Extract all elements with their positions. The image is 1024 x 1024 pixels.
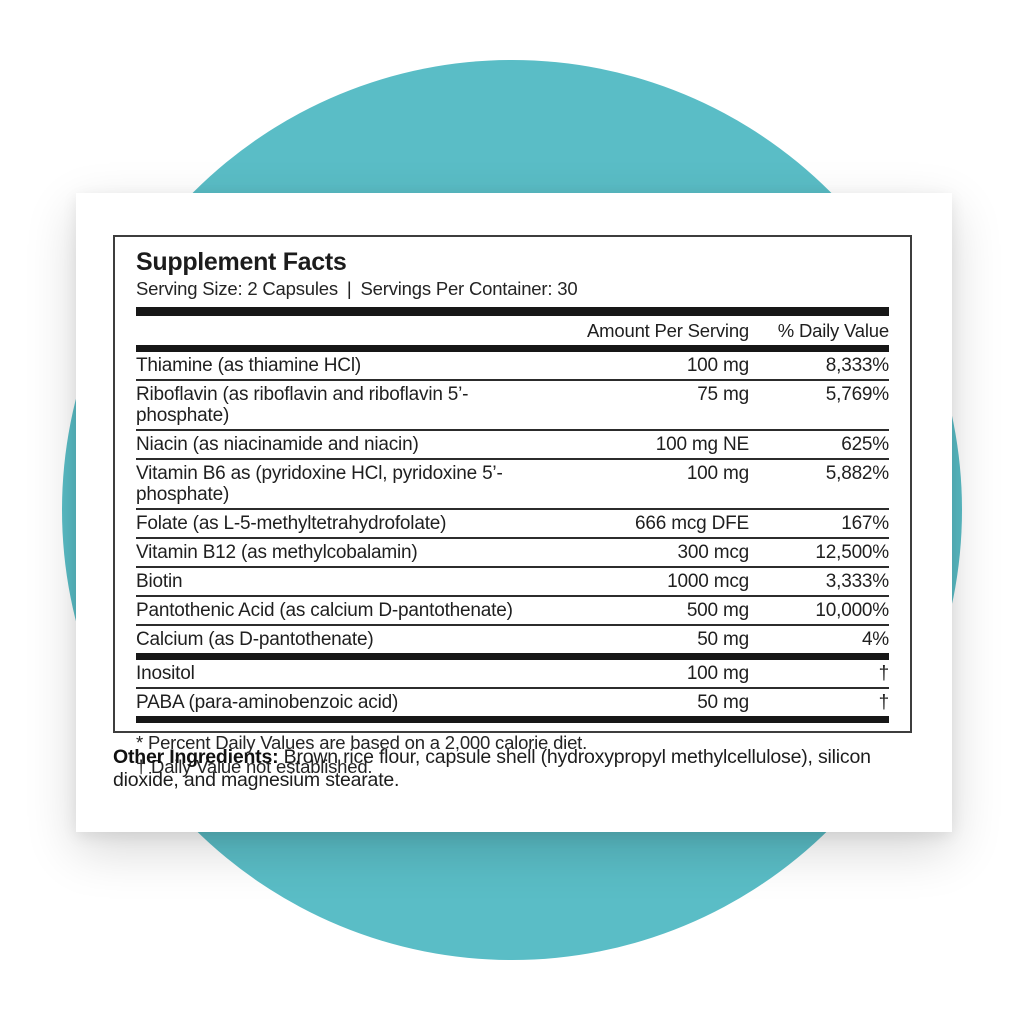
heavy-divider-bar-header <box>136 345 889 352</box>
table-row-biotin: Biotin 1000 mcg 3,333% <box>136 568 889 597</box>
label-card: Supplement Facts Serving Size: 2 Capsule… <box>76 193 952 832</box>
nutrient-daily-value: 10,000% <box>815 600 889 621</box>
nutrient-daily-value: 12,500% <box>815 542 889 563</box>
nutrient-daily-value: 167% <box>841 513 889 534</box>
nutrient-amount: 50 mg <box>697 629 749 650</box>
nutrient-name: Thiamine (as thiamine HCl) <box>136 355 361 376</box>
serving-info: Serving Size: 2 Capsules | Servings Per … <box>136 277 889 301</box>
nutrient-amount: 100 mg <box>686 663 749 684</box>
servings-per-container: Servings Per Container: 30 <box>360 278 578 299</box>
other-ingredients: Other Ingredients: Brown rice flour, cap… <box>113 746 918 791</box>
footnote-percent-dv: * Percent Daily Values are based on a 2,… <box>136 732 588 753</box>
daily-value-header: % Daily Value <box>777 320 889 341</box>
nutrient-name: Biotin <box>136 571 183 592</box>
serving-divider: | <box>346 278 352 299</box>
supplement-facts-panel: Supplement Facts Serving Size: 2 Capsule… <box>113 235 912 777</box>
other-ingredients-label: Other Ingredients: <box>113 746 279 768</box>
amount-per-serving-header: Amount Per Serving <box>587 320 749 341</box>
heavy-divider-bar-bottom <box>136 716 889 723</box>
nutrient-amount: 100 mg NE <box>655 434 749 455</box>
heavy-divider-bar-top <box>136 307 889 316</box>
table-row-vitamin-b6: Vitamin B6 as (pyridoxine HCl, pyridoxin… <box>136 460 889 510</box>
nutrient-amount: 1000 mcg <box>667 571 749 592</box>
table-row-paba: PABA (para-aminobenzoic acid) 50 mg † <box>136 689 889 716</box>
nutrient-name: Vitamin B6 as (pyridoxine HCl, pyridoxin… <box>136 463 503 505</box>
nutrient-daily-value: 8,333% <box>825 355 889 376</box>
nutrient-amount: 666 mcg DFE <box>635 513 749 534</box>
nutrient-daily-value: 5,882% <box>825 463 889 484</box>
footnotes: * Percent Daily Values are based on a 2,… <box>136 731 889 778</box>
nutrient-daily-value: 625% <box>841 434 889 455</box>
nutrient-daily-value: † <box>878 692 890 713</box>
table-row-niacin: Niacin (as niacinamide and niacin) 100 m… <box>136 431 889 460</box>
table-row-pantothenic-acid: Pantothenic Acid (as calcium D-pantothen… <box>136 597 889 626</box>
table-row-inositol: Inositol 100 mg † <box>136 660 889 689</box>
nutrient-name: Niacin (as niacinamide and niacin) <box>136 434 419 455</box>
nutrient-daily-value: 3,333% <box>825 571 889 592</box>
nutrient-amount: 75 mg <box>697 384 749 405</box>
nutrient-name: Folate (as L-5-methyltetrahydrofolate) <box>136 513 447 534</box>
nutrient-name: Inositol <box>136 663 195 684</box>
table-row-calcium: Calcium (as D-pantothenate) 50 mg 4% <box>136 626 889 653</box>
nutrient-name: Vitamin B12 (as methylcobalamin) <box>136 542 418 563</box>
nutrient-daily-value: 4% <box>861 629 889 650</box>
table-row-thiamine: Thiamine (as thiamine HCl) 100 mg 8,333% <box>136 352 889 381</box>
column-headers: Amount Per Serving % Daily Value <box>136 316 889 345</box>
serving-size: Serving Size: 2 Capsules <box>136 278 338 299</box>
heavy-divider-bar-middle <box>136 653 889 660</box>
other-ingredients-text: Brown rice flour, capsule shell (hydroxy… <box>113 746 871 791</box>
nutrient-amount: 100 mg <box>686 355 749 376</box>
nutrient-amount: 500 mg <box>686 600 749 621</box>
nutrient-name: Riboflavin (as riboflavin and riboflavin… <box>136 384 469 426</box>
table-row-riboflavin: Riboflavin (as riboflavin and riboflavin… <box>136 381 889 431</box>
nutrient-amount: 100 mg <box>686 463 749 484</box>
nutrient-daily-value: † <box>878 663 890 684</box>
table-row-vitamin-b12: Vitamin B12 (as methylcobalamin) 300 mcg… <box>136 539 889 568</box>
nutrient-amount: 50 mg <box>697 692 749 713</box>
table-row-folate: Folate (as L-5-methyltetrahydrofolate) 6… <box>136 510 889 539</box>
nutrient-name: Pantothenic Acid (as calcium D-pantothen… <box>136 600 513 621</box>
nutrient-name: Calcium (as D-pantothenate) <box>136 629 374 650</box>
nutrient-daily-value: 5,769% <box>825 384 889 405</box>
supplement-facts-title: Supplement Facts <box>136 248 347 276</box>
nutrient-name: PABA (para-aminobenzoic acid) <box>136 692 399 713</box>
nutrient-amount: 300 mcg <box>677 542 750 563</box>
footnote-dagger: † Daily Value not established. <box>136 755 373 777</box>
